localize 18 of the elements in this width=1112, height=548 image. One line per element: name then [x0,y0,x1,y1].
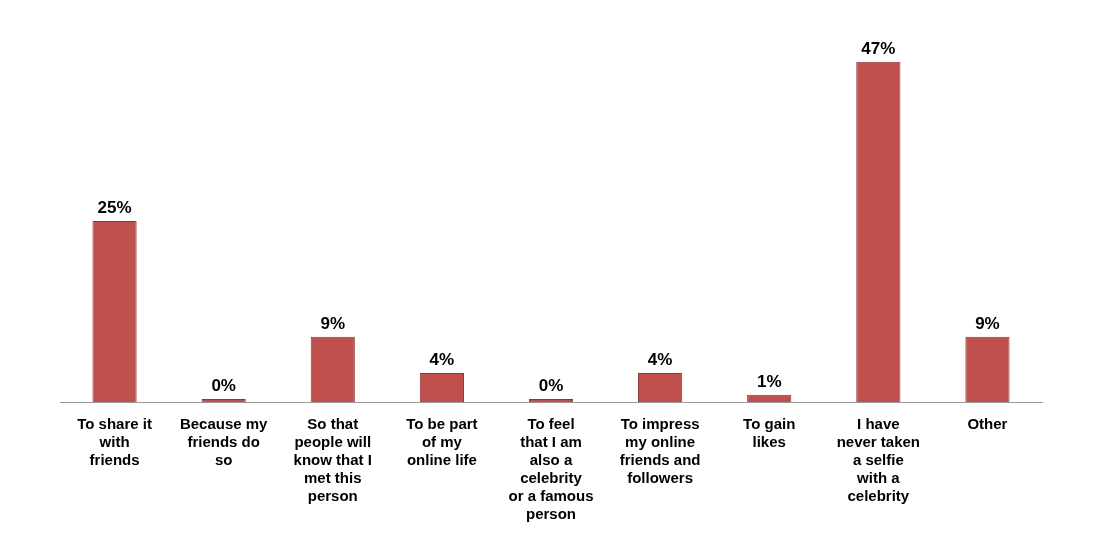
x-tick-label: I have never taken a selfie with a celebrity [836,415,921,505]
x-tick-label: Other [967,415,1008,433]
data-label: 4% [647,350,673,370]
x-tick-label: To be part of my online life [406,415,478,469]
x-tick-label: To share it with friends [77,415,152,469]
x-tick-label: To feel that I am also a celebrity or a famous person [508,415,594,523]
data-label: 9% [320,314,346,334]
data-label: 1% [756,371,782,391]
data-label: 0% [211,376,236,396]
x-tick-label: So that people will know that I met this person [293,415,372,505]
data-label: 25% [97,198,132,218]
data-label: 47% [861,38,896,58]
x-tick-label: To impress my online friends and followers [619,415,701,487]
x-tick-label: Because my friends do so [179,415,269,469]
data-label: 9% [975,314,1000,334]
data-label: 4% [429,350,455,370]
data-label: 0% [538,376,564,396]
x-tick-label: To gain likes [743,415,796,451]
